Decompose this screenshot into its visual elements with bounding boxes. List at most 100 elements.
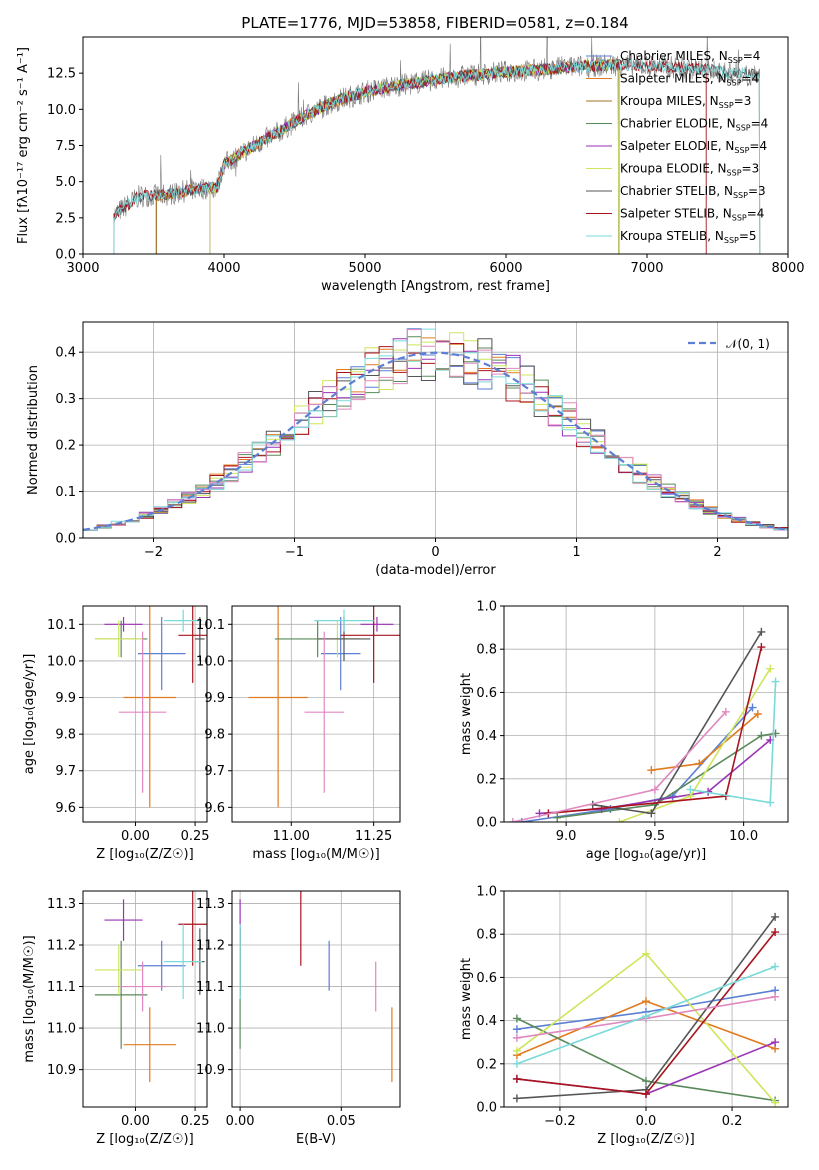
weight-marker (615, 818, 624, 822)
x-tick-label: 4000 (207, 261, 240, 276)
y-tick-label: 11.0 (196, 1022, 225, 1037)
x-tick-label: 8000 (771, 261, 804, 276)
x-tick-label: 7000 (630, 261, 663, 276)
weight-marker (642, 1090, 650, 1099)
x-tick-label: 9.5 (645, 829, 666, 844)
legend-entry: Kroupa ELODIE, NSSP=3 (620, 162, 759, 178)
axes-frame (82, 36, 789, 255)
y-tick-label: 9.6 (55, 801, 76, 816)
weight-marker (686, 785, 695, 794)
panel-residuals: −2 −1 0 1 2 0.0 0.1 0.2 0.3 0.4 (data-model)/error… (26, 321, 789, 578)
weight-marker (771, 677, 780, 686)
weight-marker (766, 798, 775, 807)
x-axis-label: Z [log₁₀(Z/Z☉)] (96, 1132, 193, 1147)
legend-entry: Chabrier STELIB, NSSP=3 (620, 184, 766, 200)
weight-marker (512, 1046, 521, 1055)
spectrum-model-line (113, 59, 761, 254)
spectrum-model-line (113, 58, 707, 254)
x-tick-label: 5000 (348, 261, 381, 276)
y-tick-label: 10.0 (47, 654, 76, 669)
spectrum-model-line (113, 58, 761, 254)
weight-marker (757, 731, 766, 740)
y-tick-label: 10.1 (47, 618, 76, 633)
y-tick-label: 0.0 (476, 816, 497, 831)
weight-marker (512, 1025, 521, 1034)
weight-marker (721, 707, 730, 716)
y-tick-label: 10.9 (196, 1063, 225, 1078)
y-axis-label: Normed distribution (26, 365, 41, 495)
weight-marker (512, 1074, 521, 1083)
panel-mass-weight-vs-Z: −0.2 0.0 0.2 0.0 0.2 0.4 0.6 0.8 1.0 Z [log₁₀(Z/Z… (459, 885, 789, 1147)
x-tick-label: 0.0 (636, 1114, 657, 1129)
x-tick-label: 0 (431, 545, 439, 560)
panel-mass-weight-vs-age: 9.0 9.5 10.0 0.0 0.2 0.4 0.6 0.8 1.0 age [log₁₀(a… (459, 600, 789, 862)
figure-title: PLATE=1776, MJD=53858, FIBERID=0581, z=0… (241, 14, 628, 32)
y-tick-label: 0.3 (55, 392, 76, 407)
y-tick-label: 0.6 (476, 971, 497, 986)
panels: 3000 4000 5000 6000 7000 80000.02.55.07.510.0… (16, 36, 805, 1147)
panel-mass-vs-EBV: 0.00 0.05 10.9 11.0 11.1 11.2 11.3 E(B-V) (196, 890, 401, 1147)
x-tick-label: 0.00 (121, 829, 150, 844)
weight-marker (771, 912, 780, 921)
legend-entry: Chabrier ELODIE, NSSP=4 (620, 117, 768, 133)
x-axis-label: E(B-V) (296, 1132, 336, 1147)
weight-marker (512, 1014, 521, 1023)
weight-marker (647, 809, 656, 818)
y-tick-label: 0.2 (476, 772, 497, 787)
weight-marker (695, 759, 704, 768)
x-tick-label: −0.2 (544, 1114, 576, 1129)
y-tick-label: 0.0 (55, 248, 76, 263)
y-tick-label: 10.9 (47, 1063, 76, 1078)
y-tick-label: 9.8 (204, 728, 225, 743)
panel-spectrum: 3000 4000 5000 6000 7000 8000 0.0 2.5 5.0 7.5 10.0… (16, 36, 805, 294)
weight-marker (512, 1033, 521, 1042)
y-tick-label: 1.0 (476, 885, 497, 900)
y-tick-label: 0.4 (476, 729, 497, 744)
legend-entry: Kroupa STELIB, NSSP=5 (620, 229, 757, 245)
x-tick-label: 3000 (66, 261, 99, 276)
weight-marker (748, 703, 757, 712)
weight-marker (753, 710, 762, 718)
x-tick-label: 10.0 (729, 829, 758, 844)
y-axis-label: age [log₁₀(age/yr)] (22, 654, 37, 775)
y-axis-label: mass weight (459, 958, 474, 1040)
x-tick-label: 0.00 (226, 1114, 255, 1129)
y-tick-label: 7.5 (55, 139, 76, 154)
y-tick-label: 1.0 (476, 600, 497, 615)
y-tick-label: 0.0 (476, 1101, 497, 1116)
weight-marker (642, 949, 650, 958)
y-tick-label: 11.0 (47, 1022, 76, 1037)
y-tick-label: 0.8 (476, 928, 497, 943)
axes-frame (231, 890, 401, 1108)
y-tick-label: 11.1 (47, 980, 76, 995)
y-tick-label: 0.1 (55, 485, 76, 500)
legend-entry: 𝒩(0, 1) (726, 337, 770, 351)
y-tick-label: 9.6 (204, 801, 225, 816)
y-tick-label: 11.2 (196, 939, 225, 954)
y-axis-label: mass [log₁₀(M/M☉)] (22, 935, 37, 1062)
x-axis-label: age [log₁₀(age/yr)] (586, 847, 707, 862)
weight-marker (757, 627, 766, 636)
weight-marker (508, 818, 517, 822)
y-tick-label: 0.4 (476, 1014, 497, 1029)
y-tick-label: 10.0 (196, 654, 225, 669)
x-tick-label: 9.0 (556, 829, 577, 844)
plot-area (508, 627, 780, 822)
normal-curve (83, 351, 788, 531)
weight-marker (512, 1059, 521, 1068)
x-tick-label: 0.25 (181, 829, 210, 844)
x-tick-label: 11.25 (355, 829, 392, 844)
weight-line (690, 681, 777, 804)
legend-entry: Salpeter MILES, NSSP=4 (620, 72, 759, 88)
y-tick-label: 2.5 (55, 211, 76, 226)
weight-line (557, 732, 776, 819)
x-tick-label: 2 (713, 545, 721, 560)
plot-area (113, 37, 761, 254)
y-tick-label: 11.3 (47, 897, 76, 912)
weight-marker (771, 1038, 780, 1047)
y-tick-label: 0.6 (476, 686, 497, 701)
axes-frame (82, 890, 208, 1108)
y-tick-label: 11.2 (47, 939, 76, 954)
weight-marker (650, 785, 659, 794)
plot-area (94, 891, 207, 1083)
